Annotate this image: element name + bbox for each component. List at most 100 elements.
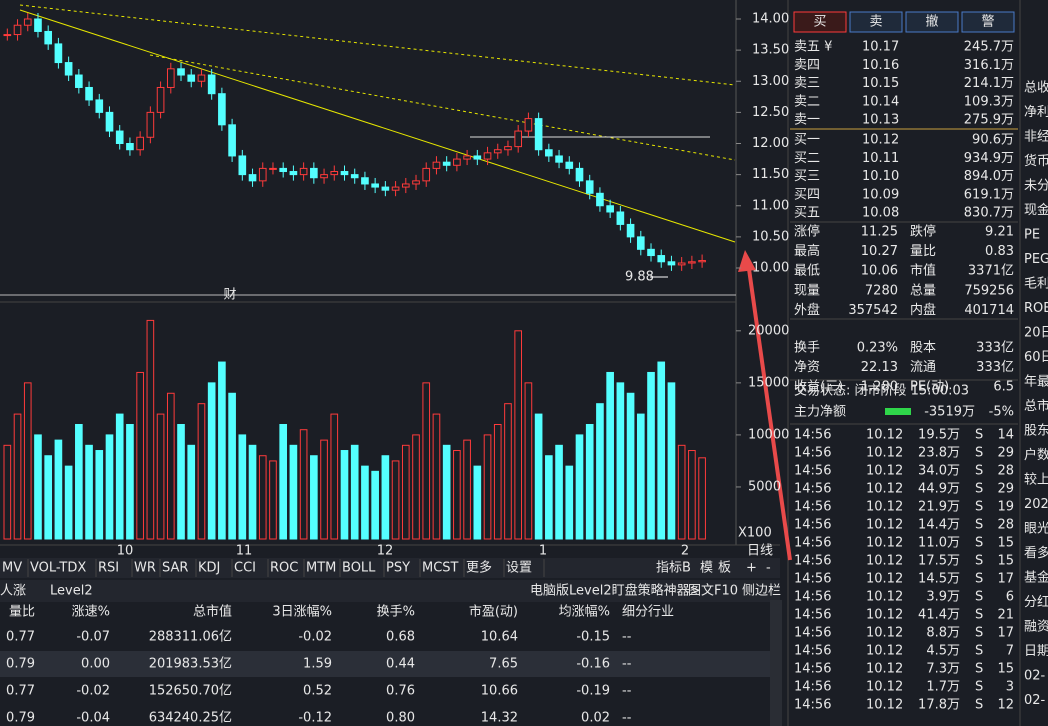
volume-bar — [218, 361, 226, 540]
side-text: 看多 — [1024, 545, 1048, 561]
trade-price: 10.12 — [866, 428, 903, 443]
volume-bar — [545, 455, 553, 540]
indicator-tab[interactable]: PSY — [386, 561, 410, 576]
flow-pct: -5% — [989, 405, 1014, 420]
stat-label: PE(动) — [910, 380, 949, 395]
indicator-tab[interactable]: SAR — [162, 561, 188, 576]
trade-button[interactable] — [849, 11, 903, 33]
ad-link[interactable]: 电脑版Level2盯盘策略神器> — [530, 583, 700, 599]
table-cell: -0.12 — [298, 711, 332, 726]
volume-bar — [453, 450, 461, 540]
volume-bar — [34, 434, 42, 540]
trade-volume: 11.0万 — [918, 536, 960, 551]
tab-button[interactable]: + — [746, 561, 757, 576]
period-label: 日线 — [747, 544, 773, 559]
trade-time: 14:56 — [794, 536, 831, 551]
table-cell: -0.02 — [298, 630, 332, 645]
table-cell: 0.79 — [6, 711, 35, 726]
indicator-tab[interactable]: KDJ — [198, 561, 220, 576]
volume-bar — [381, 455, 390, 540]
book-price: 10.10 — [862, 169, 899, 184]
candle — [279, 167, 288, 173]
stat-value: 9.21 — [985, 225, 1014, 240]
trade-price: 10.12 — [866, 536, 903, 551]
info-button[interactable]: 图文F10 — [688, 584, 738, 599]
tab-bar — [0, 558, 780, 578]
table-cell: 0.68 — [386, 630, 415, 645]
indicator-tab[interactable]: MCST — [422, 561, 459, 576]
stat-value: 6.5 — [993, 380, 1014, 395]
table-cell: 0.80 — [386, 711, 415, 726]
side-text: 较上 — [1024, 473, 1048, 488]
tab-button[interactable]: 指标B — [656, 561, 691, 576]
trade-time: 14:56 — [794, 572, 831, 587]
stat-label: 总量 — [910, 283, 936, 298]
trade-price: 10.12 — [866, 482, 903, 497]
side-text: PEG — [1024, 252, 1048, 267]
book-volume: 214.1万 — [964, 76, 1014, 91]
content: 10.0010.5011.0011.5012.0012.5013.0013.50… — [0, 11, 1048, 726]
volume-bar — [238, 434, 247, 540]
trade-time: 14:56 — [794, 482, 831, 497]
indicator-tab[interactable]: RSI — [98, 561, 119, 576]
y-tick-label: 14.00 — [752, 12, 789, 27]
stat-label: 最高 — [794, 243, 820, 259]
volume-bar — [361, 465, 369, 540]
candle — [432, 161, 441, 169]
tab-button[interactable]: 模 — [700, 561, 713, 576]
volume-bar — [493, 424, 502, 540]
indicator-tab[interactable]: WR — [134, 561, 156, 576]
candle — [166, 68, 175, 88]
y-tick-label: 12.00 — [752, 136, 789, 151]
trade-button[interactable] — [961, 11, 1015, 33]
side-text: 货币 — [1024, 153, 1048, 169]
candle — [463, 155, 471, 160]
candle — [3, 34, 12, 37]
trade-price: 10.12 — [866, 500, 903, 515]
trade-time: 14:56 — [794, 500, 831, 515]
tab-button[interactable]: 板 — [718, 561, 731, 576]
side-text: 净利 — [1024, 105, 1048, 120]
tab-button[interactable]: - — [766, 561, 771, 576]
indicator-tab[interactable]: 更多 — [466, 560, 492, 576]
candle — [54, 43, 63, 64]
indicator-tab[interactable]: BOLL — [342, 561, 376, 576]
volume-bar — [596, 403, 604, 540]
trade-button-label: 买 — [813, 15, 826, 30]
trade-side: S — [975, 428, 983, 443]
indicator-tab[interactable]: ROC — [270, 561, 298, 576]
table-cell: -- — [622, 711, 632, 726]
indicator-tab[interactable]: MTM — [306, 561, 336, 576]
stat-label: 内盘 — [910, 302, 936, 318]
trade-button[interactable] — [793, 11, 847, 33]
trade-volume: 8.8万 — [926, 626, 960, 641]
scrollbar[interactable] — [770, 600, 782, 726]
trade-time: 14:56 — [794, 446, 831, 461]
candle — [412, 180, 420, 185]
indicator-tab[interactable]: 设置 — [506, 561, 532, 576]
indicator-tab[interactable]: CCI — [234, 561, 256, 576]
trade-price: 10.12 — [866, 554, 903, 569]
trade-button[interactable] — [905, 11, 959, 33]
volume-bar — [146, 319, 155, 540]
x-tick-label: 2 — [681, 544, 689, 559]
volume-bar — [616, 382, 625, 540]
trade-side: S — [975, 536, 983, 551]
stat-label: 净资 — [794, 360, 820, 375]
side-text: 毛利 — [1024, 277, 1048, 292]
table-header: 总市值 — [193, 604, 232, 620]
info-button[interactable]: 侧边栏 — [742, 584, 781, 599]
candle — [473, 155, 482, 160]
stat-value: 22.13 — [861, 360, 898, 375]
table-cell: 0.76 — [386, 684, 415, 699]
indicator-tab[interactable]: MV — [2, 561, 22, 576]
volume-bar — [688, 450, 696, 540]
candle — [289, 171, 298, 176]
y-tick-label: 10000 — [748, 427, 789, 442]
trade-count: 17 — [997, 626, 1014, 641]
table-cell: 14.32 — [481, 711, 518, 726]
book-volume: 316.1万 — [964, 58, 1014, 73]
book-label: 卖三 — [794, 76, 820, 91]
volume-bar — [187, 444, 196, 540]
indicator-tab[interactable]: VOL-TDX — [30, 561, 86, 576]
